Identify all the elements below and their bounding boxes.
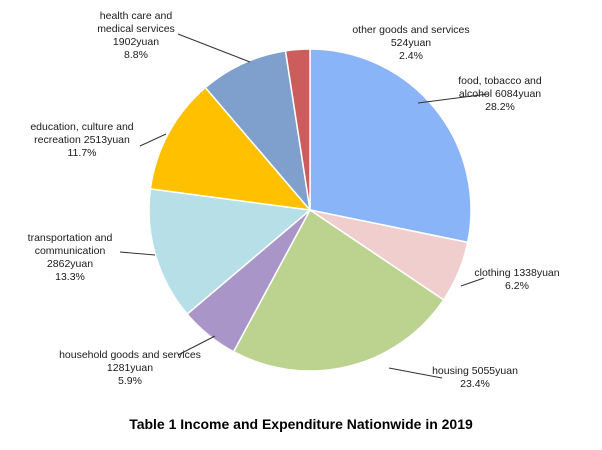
slice-label-6: health care and medical services 1902yuan 8… — [97, 10, 175, 61]
leader-line-6 — [177, 33, 251, 63]
slice-label-0: food, tobacco and alcohol 6084yuan 28.2% — [458, 75, 542, 113]
chart-caption: Table 1 Income and Expenditure Nationwid… — [129, 416, 473, 432]
leader-line-2 — [388, 367, 443, 379]
slice-label-1: clothing 1338yuan 6.2% — [474, 267, 559, 292]
pie-slice-6 — [204, 50, 312, 213]
leader-line-4 — [119, 251, 156, 256]
pie-slice-4 — [148, 188, 312, 316]
slice-label-3: household goods and services 1281yuan 5.9% — [59, 349, 201, 387]
pie-slice-7 — [284, 48, 311, 211]
leader-line-1 — [460, 277, 485, 287]
leader-line-0 — [417, 93, 489, 104]
pie-slice-2 — [232, 208, 445, 372]
pie-slice-5 — [149, 86, 312, 211]
slice-label-2: housing 5055yuan 23.4% — [432, 365, 518, 390]
slice-label-4: transportation and communication 2862yuan 1… — [28, 232, 113, 283]
leader-line-3 — [177, 335, 216, 356]
slice-label-5: education, culture and recreation 2513yua… — [30, 121, 133, 159]
pie-chart: food, tobacco and alcohol 6084yuan 28.2% cl… — [28, 10, 560, 390]
leader-line-5 — [139, 133, 167, 147]
pie-slice-0 — [309, 48, 472, 244]
slice-label-7: other goods and services 524yuan 2.4% — [352, 24, 469, 62]
